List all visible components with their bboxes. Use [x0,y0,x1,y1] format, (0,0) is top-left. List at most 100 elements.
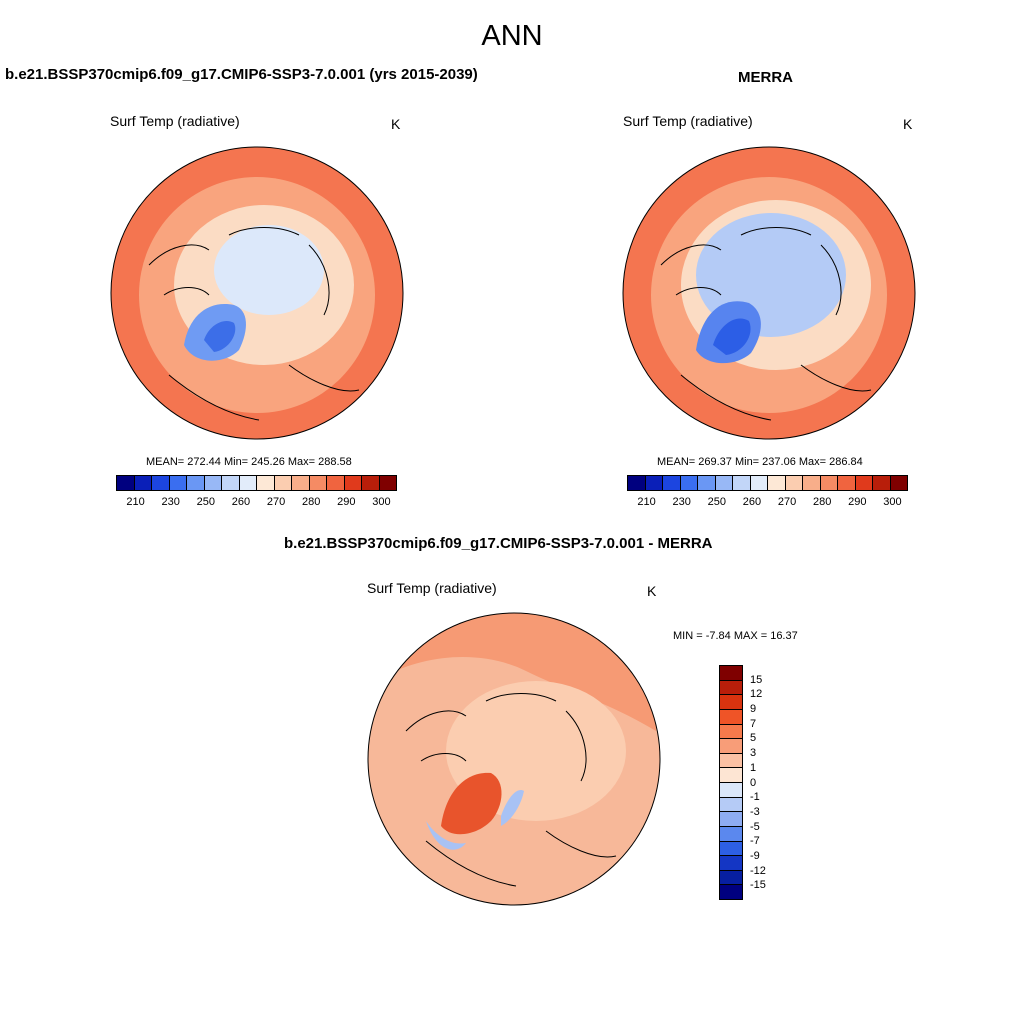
obs-colorbar-swatch [890,476,907,490]
obs-colorbar-tick-label: 230 [672,496,691,508]
obs-panel-title: MERRA [738,69,793,86]
diff-colorbar-swatch [720,666,742,681]
model-colorbar-swatch [239,476,257,490]
diff-variable-label: Surf Temp (radiative) [367,580,497,596]
model-colorbar-swatch [204,476,222,490]
model-colorbar-swatch [362,476,380,490]
diff-colorbar [719,665,743,900]
model-panel-title: b.e21.BSSP370cmip6.f09_g17.CMIP6-SSP3-7.… [5,66,478,83]
diff-colorbar-tick-label: -5 [750,820,760,833]
model-stats: MEAN= 272.44 Min= 245.26 Max= 288.58 [146,456,352,468]
model-colorbar-swatch [117,476,135,490]
obs-units-label: K [903,116,913,132]
diff-colorbar-swatch [720,695,742,710]
obs-colorbar-swatch [750,476,768,490]
model-colorbar-tick-label: 280 [302,496,321,508]
model-colorbar-tick-label: 230 [161,496,180,508]
model-colorbar-swatch [379,476,396,490]
diff-stats: MIN = -7.84 MAX = 16.37 [673,630,798,642]
model-colorbar-ticks: 210 230 250 260 270 280 290 300 [116,496,397,510]
diff-colorbar-tick-label: -7 [750,835,760,848]
obs-colorbar-ticks: 210 230 250 260 270 280 290 300 [627,496,908,510]
obs-colorbar-swatch [838,476,856,490]
diff-colorbar-swatch [720,753,742,769]
diff-colorbar-tick-label: -12 [750,864,766,877]
obs-colorbar-swatch [803,476,821,490]
diff-map-coastlines [405,693,617,887]
model-colorbar-tick-label: 250 [196,496,215,508]
diff-map-cold-anomaly-2 [426,821,466,850]
diff-colorbar-swatch [720,739,742,754]
model-colorbar-swatch [152,476,170,490]
model-colorbar-swatch [327,476,345,490]
diff-map-warm-band [368,613,656,731]
model-colorbar-swatch [257,476,275,490]
model-map-border [110,146,404,440]
obs-colorbar-tick-label: 300 [883,496,902,508]
diff-colorbar-tick-label: 5 [750,732,757,745]
diff-colorbar-tick-label: -1 [750,791,760,804]
model-colorbar-tick-label: 260 [231,496,251,508]
obs-colorbar-tick-label: 270 [777,496,797,508]
model-map-coastlines [148,227,360,421]
model-colorbar-tick-label: 300 [372,496,391,508]
obs-colorbar-swatch [663,476,681,490]
obs-colorbar-swatch [645,476,663,490]
obs-colorbar [627,475,908,491]
diff-colorbar-swatch [720,826,742,842]
obs-polar-map [622,146,916,440]
diff-polar-map [367,612,661,906]
diff-colorbar-swatch [720,797,742,813]
obs-colorbar-tick-label: 280 [813,496,832,508]
obs-colorbar-swatch [680,476,698,490]
diff-colorbar-tick-label: 7 [750,717,757,730]
obs-colorbar-swatch [820,476,838,490]
diff-colorbar-tick-label: -15 [750,879,766,892]
diff-colorbar-tick-label: 9 [750,703,757,716]
diff-colorbar-swatch [720,870,742,886]
diff-colorbar-ticks: 15 12 9 7 5 3 1 0 -1 -3 -5 -7 -9 -12 -15 [750,665,790,900]
diff-map-border [367,612,661,906]
diff-units-label: K [647,583,657,599]
model-colorbar [116,475,397,491]
model-colorbar-swatch [222,476,240,490]
diff-colorbar-tick-label: 15 [750,673,763,686]
model-units-label: K [391,116,401,132]
obs-colorbar-swatch [873,476,891,490]
diff-colorbar-swatch [720,709,742,725]
model-map-greenland-core [204,320,236,352]
model-colorbar-swatch [187,476,205,490]
obs-colorbar-swatch [855,476,873,490]
obs-map-border [622,146,916,440]
obs-colorbar-swatch [628,476,646,490]
obs-variable-label: Surf Temp (radiative) [623,113,753,129]
diff-colorbar-swatch [720,724,742,740]
diff-colorbar-swatch [720,680,742,696]
diff-colorbar-swatch [720,885,742,899]
diff-panel-title: b.e21.BSSP370cmip6.f09_g17.CMIP6-SSP3-7.… [284,535,713,552]
obs-map-coastlines [660,227,872,421]
diff-map-greenland-warm [441,772,502,835]
diff-colorbar-swatch [720,856,742,871]
obs-colorbar-swatch [733,476,751,490]
model-map-pole [214,225,324,315]
model-colorbar-swatch [292,476,310,490]
diff-colorbar-swatch [720,812,742,827]
model-colorbar-swatch [344,476,362,490]
obs-colorbar-tick-label: 260 [742,496,762,508]
obs-colorbar-tick-label: 290 [848,496,867,508]
model-colorbar-tick-label: 290 [337,496,356,508]
diff-colorbar-tick-label: 0 [750,776,757,789]
obs-colorbar-swatch [768,476,786,490]
diff-colorbar-swatch [720,841,742,857]
diff-colorbar-tick-label: 3 [750,747,757,760]
model-colorbar-tick-label: 270 [266,496,286,508]
model-colorbar-swatch [274,476,292,490]
obs-colorbar-swatch [785,476,803,490]
diff-colorbar-tick-label: 1 [750,761,757,774]
obs-colorbar-swatch [715,476,733,490]
diff-colorbar-swatch [720,768,742,783]
diff-colorbar-tick-label: 12 [750,688,763,701]
model-variable-label: Surf Temp (radiative) [110,113,240,129]
model-colorbar-tick-label: 210 [126,496,145,508]
